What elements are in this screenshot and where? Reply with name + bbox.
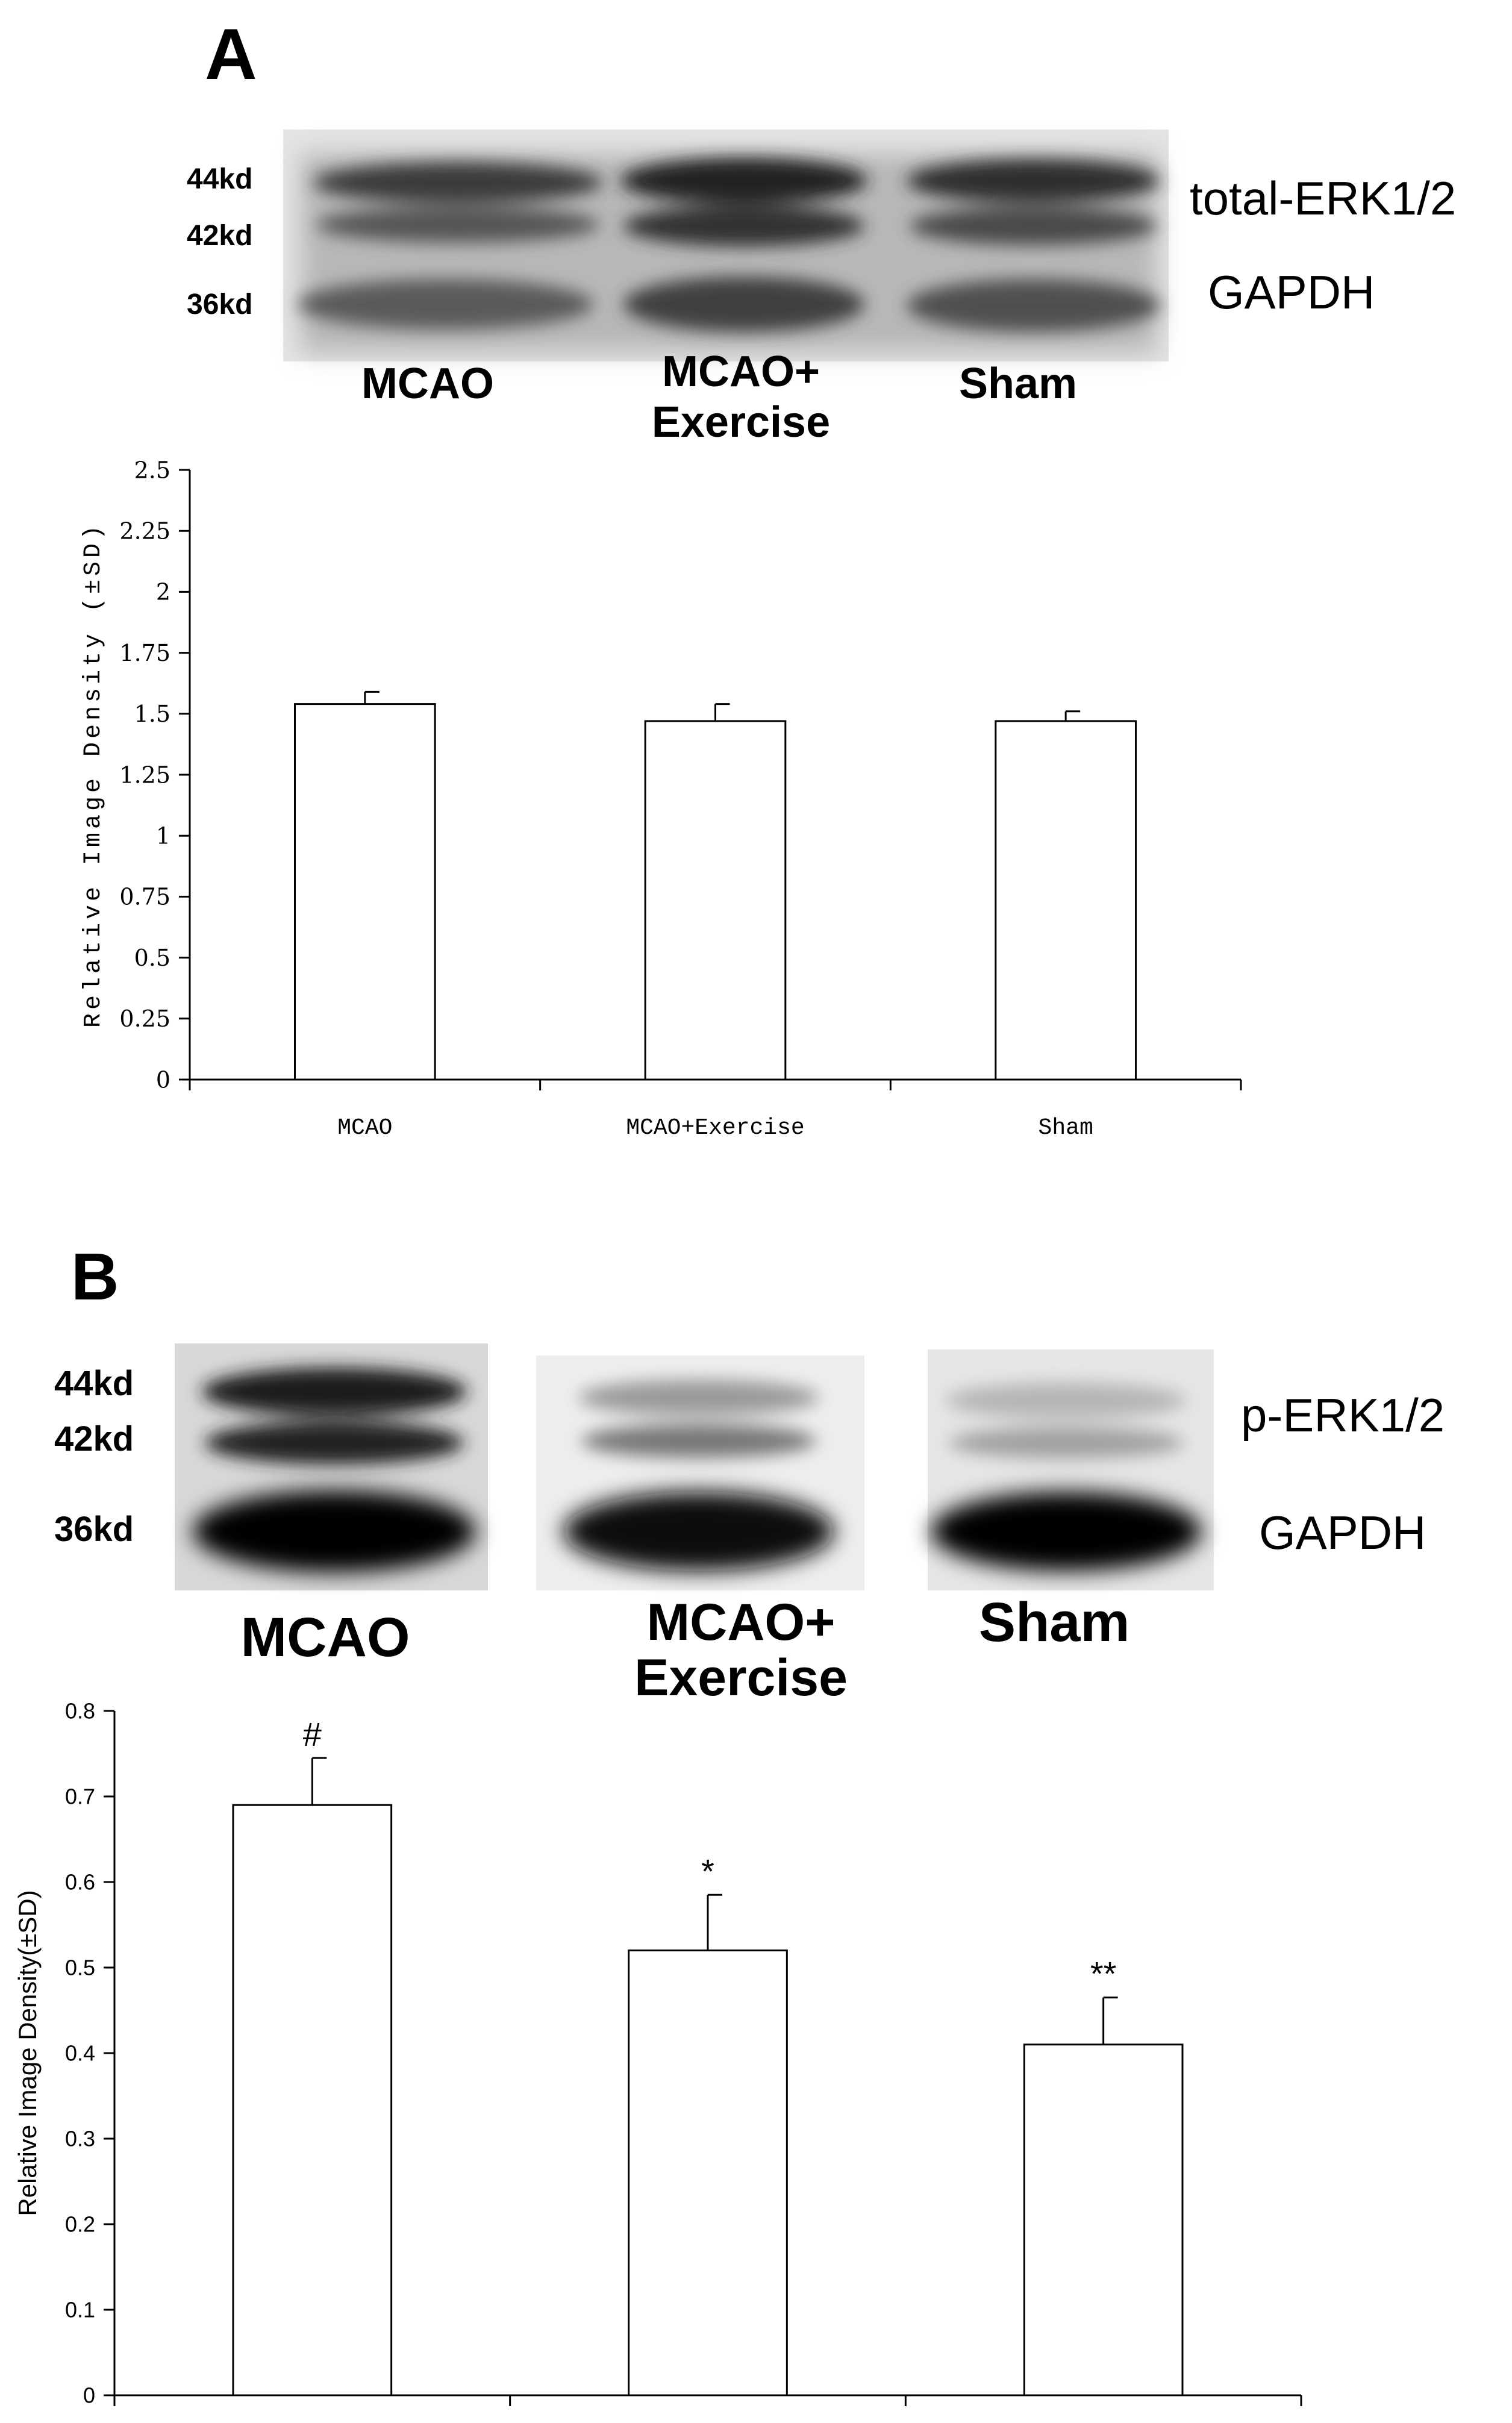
band-a-l2-44 [620,158,867,204]
chart-a-y-axis-label: Relative Image Density (±SD) [80,522,107,1028]
band-a-l3-44 [907,159,1160,202]
marker-a-42: 42kd [187,220,253,252]
lane-a-exercise: Exercise [651,398,831,446]
chart-a-y-tick-label: 0 [156,1066,170,1093]
chart-a: 0 0.25 0.5 0.75 1 1.25 1.5 1.75 2 2.25 2.5 MCAO MCAO… [0,0,1512,1175]
chart-b-y-tick-label: 0.8 [65,1699,95,1724]
protein-b-p-erk: p-ERK1/2 [1241,1389,1445,1442]
band-b-l3-36 [931,1492,1202,1571]
chart-b-bar-2 [1023,2043,1184,2396]
chart-a-category-label-2: Sham [1039,1115,1093,1141]
chart-b-y-tick-label: 0.2 [65,2212,95,2237]
band-a-l3-42 [910,207,1157,245]
chart-a-y-tick-label: 1 [156,823,170,849]
marker-a-36: 36kd [187,289,253,320]
band-b-l2-42 [581,1424,816,1458]
chart-b-annotation-2: ** [1090,1955,1117,1993]
chart-a-y-tick-label: 2 [156,579,170,605]
lane-b-mcao-plus: MCAO+ [646,1593,836,1651]
chart-a-y-tick-label: 2.25 [119,518,170,545]
band-b-l2-44 [578,1380,819,1416]
chart-a-svg: 0 0.25 0.5 0.75 1 1.25 1.5 1.75 2 2.25 2.5 MCAO MCAO… [80,457,1242,1141]
blot-image-b [175,1343,1214,1590]
blot-a-svg [283,130,1169,361]
lane-a-mcao: MCAO [361,360,494,408]
chart-b-y-tick-label: 0.4 [65,2041,95,2066]
blot-image-a [283,130,1169,361]
chart-a-bar-1 [644,720,787,1081]
chart-a-y-tick-label: 1.25 [119,761,170,788]
marker-b-42: 42kd [54,1419,134,1458]
band-b-l1-44 [202,1368,467,1416]
chart-b-y-tick-label: 0.5 [65,1956,95,1980]
chart-b-bar-1 [628,1949,788,2396]
band-a-l2-42 [623,205,864,246]
chart-a-y-tick-label: 1.5 [134,701,170,727]
chart-a-bar-0 [294,703,436,1081]
band-a-l1-36 [298,279,593,330]
band-b-l1-42 [205,1421,464,1465]
chart-b-annotation-0: # [303,1715,322,1753]
chart-b-y-tick-label: 0 [83,2383,95,2408]
lane-a-sham: Sham [958,360,1078,408]
chart-a-y-tick-label: 0.25 [119,1005,170,1032]
chart-b-annotation-1: * [701,1852,714,1890]
chart-b-y-tick-label: 0.1 [65,2298,95,2322]
lane-a-mcao-plus: MCAO+ [661,348,820,396]
chart-b-bar-0 [232,1804,393,2396]
band-b-l3-42 [949,1427,1184,1458]
chart-b-y-axis-label: Relative Image Density(±SD) [13,1890,42,2216]
chart-a-category-label-1: MCAO+Exercise [626,1115,804,1141]
marker-b-44: 44kd [54,1364,134,1403]
chart-b-y-tick-label: 0.6 [65,1870,95,1895]
chart-a-y-tick-label: 2.5 [134,457,170,483]
panel-b-letter: B [71,1240,119,1314]
band-a-l1-44 [313,162,602,203]
blot-b-svg [175,1343,1214,1590]
chart-b-y-tick-label: 0.7 [65,1784,95,1809]
lane-b-mcao: MCAO [240,1607,410,1668]
chart-a-category-label-0: MCAO [337,1115,392,1141]
chart-a-y-tick-label: 0.75 [119,884,170,910]
marker-b-36: 36kd [54,1510,134,1549]
panel-a-letter: A [205,14,257,95]
band-b-l3-44 [946,1383,1187,1419]
chart-b-y-tick-label: 0.3 [65,2127,95,2151]
band-a-l3-36 [907,279,1160,332]
band-b-l2-36 [563,1492,834,1571]
lane-b-exercise: Exercise [634,1649,848,1707]
protein-a-total-erk: total-ERK1/2 [1190,172,1457,225]
band-a-l2-36 [623,277,864,332]
protein-a-gapdh: GAPDH [1208,266,1375,319]
lane-b-sham: Sham [978,1592,1130,1653]
chart-a-y-tick-label: 0.5 [134,945,170,971]
marker-a-44: 44kd [187,163,253,195]
band-a-l1-42 [316,207,599,243]
protein-b-gapdh: GAPDH [1259,1506,1426,1559]
band-b-l1-36 [193,1490,476,1572]
chart-a-y-tick-label: 1.75 [119,640,170,666]
